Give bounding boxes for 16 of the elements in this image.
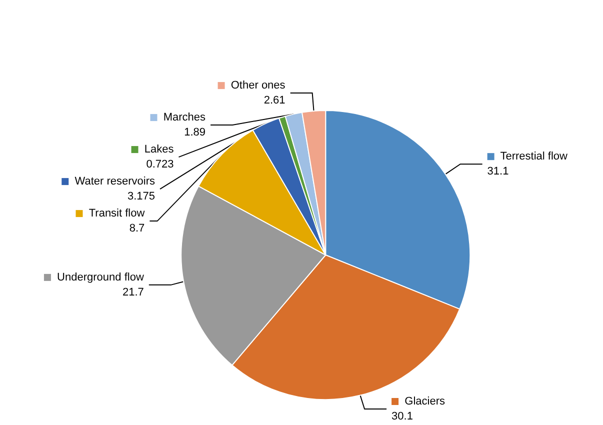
data-label: 31.1: [487, 166, 509, 178]
data-label: 0.723: [146, 158, 174, 171]
legend-label: Underground flow: [50, 271, 144, 284]
data-label: 1.89: [184, 126, 206, 139]
data-label: 3.175: [127, 190, 156, 203]
legend-label: Glaciers: [398, 396, 446, 408]
legend-label: Transit flow: [82, 208, 145, 220]
data-label: 2.61: [264, 94, 286, 107]
legend-label: Marches: [157, 112, 206, 124]
legend-label: Other ones: [224, 80, 286, 92]
legend-label: Terrestial flow: [494, 150, 568, 163]
legend-label: Lakes: [138, 144, 174, 156]
data-label: 30.1: [392, 410, 413, 422]
legend-label: Water reservoirs: [68, 176, 156, 188]
data-label: 21.7: [122, 286, 144, 298]
data-label: 8.7: [129, 222, 145, 235]
